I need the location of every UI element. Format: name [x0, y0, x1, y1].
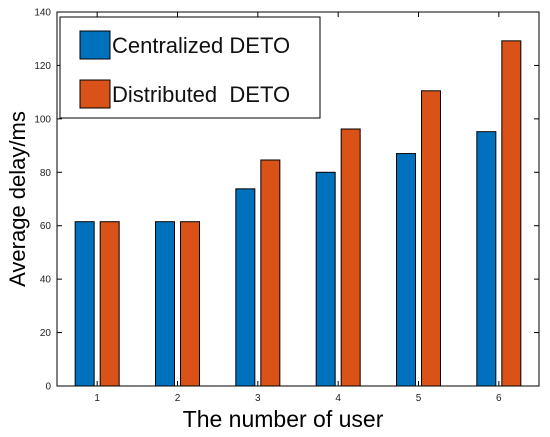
legend-swatch-centralized — [79, 30, 111, 60]
bar-distributed-5 — [421, 90, 441, 387]
bar-distributed-1 — [99, 221, 120, 387]
x-tick-label: 5 — [416, 393, 422, 404]
y-tick-label: 60 — [40, 221, 52, 232]
legend-label-distributed: Distributed DETO — [112, 82, 290, 107]
y-tick-label: 120 — [34, 61, 51, 72]
y-tick-label: 40 — [40, 275, 52, 286]
bar-distributed-3 — [260, 159, 281, 387]
y-tick-label: 20 — [40, 328, 52, 339]
x-tick-label: 4 — [335, 393, 341, 404]
x-tick-label: 3 — [255, 393, 261, 404]
bar-distributed-4 — [340, 128, 361, 387]
y-tick-label: 100 — [34, 114, 51, 125]
y-tick-label: 0 — [45, 382, 51, 393]
legend-label-centralized: Centralized DETO — [112, 33, 290, 58]
y-tick-label: 140 — [34, 8, 51, 19]
bar-centralized-5 — [396, 153, 416, 387]
bar-centralized-3 — [235, 188, 256, 387]
bar-centralized-6 — [476, 131, 497, 387]
bar-distributed-2 — [180, 221, 200, 387]
legend: Centralized DETO Distributed DETO — [59, 16, 321, 119]
plot-frame — [56, 11, 540, 387]
y-axis-label: Average delay/ms — [5, 111, 30, 287]
bar-centralized-2 — [155, 221, 175, 387]
x-axis-label: The number of user — [183, 406, 384, 432]
x-axis: 1 2 3 4 5 6 — [94, 12, 502, 404]
x-tick-label: 1 — [94, 393, 100, 404]
bar-centralized-4 — [315, 171, 336, 387]
legend-swatch-distributed — [79, 79, 111, 109]
y-tick-label: 80 — [40, 168, 52, 179]
y-axis: 0 20 40 60 80 100 120 140 — [34, 8, 539, 393]
x-tick-label: 2 — [175, 393, 181, 404]
x-tick-label: 6 — [496, 393, 502, 404]
bar-centralized-1 — [74, 221, 95, 387]
bar-distributed-6 — [501, 40, 522, 387]
